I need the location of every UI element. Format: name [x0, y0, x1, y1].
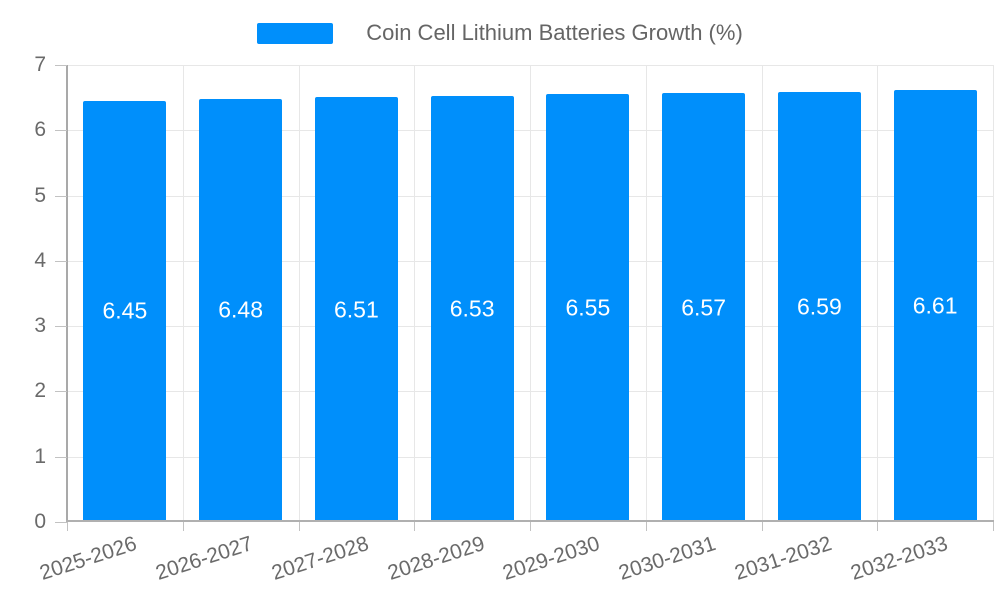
bar-2029-2030[interactable]: 6.55 [546, 94, 630, 522]
v-gridline [645, 65, 647, 522]
x-tick-label: 2032-2033 [847, 532, 951, 585]
plot-area: 6.45 6.48 6.51 6.53 6.55 6.57 6.59 6.61 [67, 65, 994, 522]
v-gridline [182, 65, 184, 522]
bar-value-label: 6.51 [333, 296, 379, 322]
v-gridline [530, 65, 531, 522]
legend-swatch [257, 22, 334, 44]
y-tick-mark [55, 130, 67, 132]
v-gridline [877, 65, 879, 522]
x-tick-mark [877, 522, 879, 531]
y-tick-mark [55, 260, 67, 262]
y-tick-mark [55, 456, 67, 458]
x-tick-mark [993, 522, 994, 531]
bar-2026-2027[interactable]: 6.48 [199, 98, 283, 522]
x-tick-label: 2031-2032 [731, 532, 835, 585]
x-tick-mark [414, 522, 416, 531]
y-tick-mark [55, 522, 67, 523]
v-gridline [761, 65, 763, 522]
bar-value-label: 6.45 [102, 297, 148, 324]
bar-value-label: 6.59 [796, 293, 842, 320]
y-tick-mark [55, 65, 67, 66]
x-tick-label: 2029-2030 [500, 532, 603, 585]
legend-series-label: Coin Cell Lithium Batteries Growth (%) [366, 20, 743, 45]
x-axis-line [66, 520, 994, 522]
bar-2032-2033[interactable]: 6.61 [893, 90, 977, 522]
x-tick-mark [298, 522, 300, 531]
v-gridline [414, 65, 416, 522]
y-tick-label: 0 [34, 510, 46, 533]
x-tick-mark [645, 522, 647, 531]
bar-2030-2031[interactable]: 6.57 [662, 93, 746, 522]
y-tick-mark [55, 195, 67, 197]
bar-value-label: 6.53 [449, 295, 495, 322]
v-gridline [298, 65, 300, 522]
y-tick-label: 3 [34, 314, 46, 338]
x-tick-label: 2027-2028 [268, 532, 372, 585]
x-tick-label: 2025-2026 [37, 532, 140, 585]
bar-value-label: 6.61 [912, 292, 958, 319]
x-tick-mark [67, 522, 68, 531]
x-tick-mark [530, 522, 531, 531]
bar-2025-2026[interactable]: 6.45 [83, 100, 167, 522]
y-tick-label: 5 [34, 183, 46, 207]
v-gridline [993, 65, 994, 522]
y-tick-label: 6 [34, 118, 46, 142]
x-tick-label: 2030-2031 [616, 532, 719, 585]
bar-2027-2028[interactable]: 6.51 [314, 97, 398, 522]
y-tick-mark [55, 391, 67, 393]
chart-legend[interactable]: Coin Cell Lithium Batteries Growth (%) [0, 20, 1000, 46]
y-axis-labels: 0 1 2 3 4 5 6 7 [0, 53, 46, 533]
bar-value-label: 6.48 [218, 296, 263, 323]
y-tick-label: 2 [34, 379, 46, 403]
y-axis-line [66, 65, 68, 522]
bar-value-label: 6.55 [565, 294, 611, 321]
y-tick-label: 4 [34, 248, 46, 272]
x-tick-label: 2028-2029 [384, 532, 488, 585]
x-tick-mark [182, 522, 184, 531]
bar-2028-2029[interactable]: 6.53 [430, 95, 514, 522]
x-tick-mark [761, 522, 763, 531]
y-tick-label: 7 [34, 53, 46, 76]
x-axis-labels: 2025-2026 2026-2027 2027-2028 2028-2029 2029… [37, 528, 993, 600]
y-tick-mark [55, 326, 67, 328]
x-tick-label: 2026-2027 [153, 532, 256, 585]
bar-value-label: 6.57 [681, 294, 726, 321]
y-tick-label: 1 [34, 444, 46, 468]
bar-2031-2032[interactable]: 6.59 [777, 91, 861, 522]
